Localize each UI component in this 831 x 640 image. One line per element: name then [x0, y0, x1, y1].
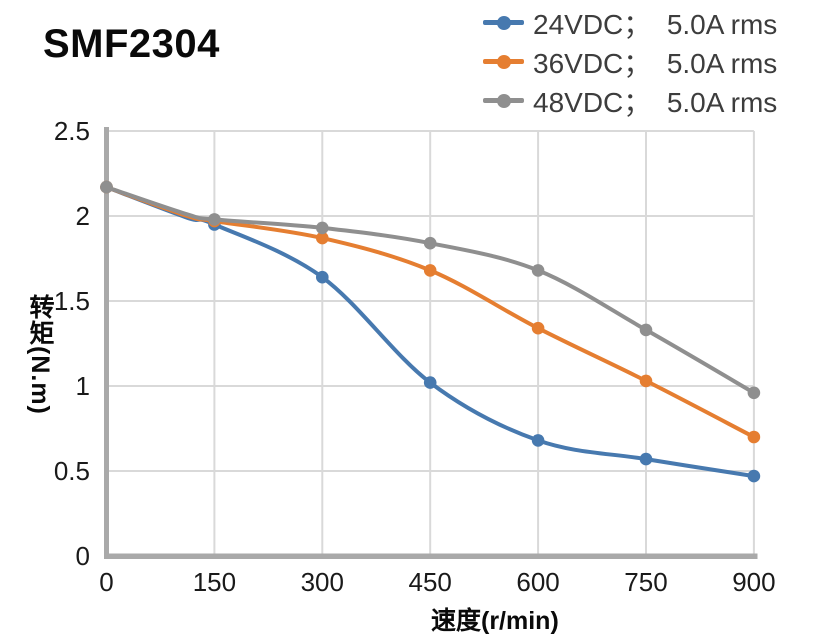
y-axis-title: 转矩(N.m): [26, 294, 54, 415]
series-marker-1: [423, 264, 437, 277]
legend-label: 36VDC； 5.0A rms: [533, 47, 778, 79]
y-axis-spine: [104, 127, 109, 559]
y-tick-label: 2.5: [54, 116, 90, 146]
series-marker-0: [747, 469, 761, 483]
series-marker-2: [423, 236, 437, 250]
series-marker-2: [316, 221, 329, 235]
y-tick-label: 1.5: [54, 286, 90, 316]
series-marker-2: [208, 213, 221, 226]
x-tick-label: 900: [732, 567, 775, 597]
legend-label: 48VDC； 5.0A rms: [533, 86, 778, 118]
series-marker-0: [531, 434, 545, 447]
series-marker-1: [531, 321, 545, 335]
series-marker-0: [639, 452, 653, 466]
x-axis-spine: [104, 553, 758, 559]
y-tick-label: 1: [76, 371, 90, 401]
series-marker-1: [747, 430, 761, 444]
legend-dot-icon: [496, 15, 511, 30]
series-marker-2: [531, 264, 545, 277]
x-tick-label: 450: [409, 567, 452, 597]
y-tick-label: 2: [76, 201, 90, 231]
legend-line-marker-icon: [483, 93, 524, 108]
legend-label: 24VDC； 5.0A rms: [533, 8, 778, 40]
legend-dot-icon: [496, 93, 511, 108]
x-tick-label: 0: [99, 567, 113, 597]
legend: 24VDC； 5.0A rms 36VDC； 5.0A rms 48VDC； 5…: [483, 3, 777, 120]
x-tick-label: 750: [624, 567, 667, 597]
y-tick-label: 0.5: [54, 456, 90, 486]
legend-line-marker-icon: [483, 15, 524, 30]
legend-item: 48VDC； 5.0A rms: [483, 81, 777, 120]
legend-item: 24VDC； 5.0A rms: [483, 3, 777, 42]
series-marker-2: [100, 180, 113, 194]
series-marker-1: [639, 374, 653, 388]
y-tick-label: 0: [76, 541, 90, 571]
legend-item: 36VDC； 5.0A rms: [483, 42, 777, 81]
x-tick-label: 150: [193, 567, 236, 597]
x-axis-title: 速度(r/min): [431, 607, 559, 635]
series-marker-0: [316, 270, 329, 284]
legend-dot-icon: [496, 54, 511, 69]
x-tick-label: 300: [301, 567, 344, 597]
page-title: SMF2304: [43, 22, 220, 66]
series-marker-1: [316, 231, 329, 245]
series-marker-2: [639, 323, 653, 337]
series-marker-2: [747, 386, 761, 400]
series-marker-0: [423, 376, 437, 389]
x-tick-label: 600: [516, 567, 559, 597]
legend-line-marker-icon: [483, 54, 524, 69]
